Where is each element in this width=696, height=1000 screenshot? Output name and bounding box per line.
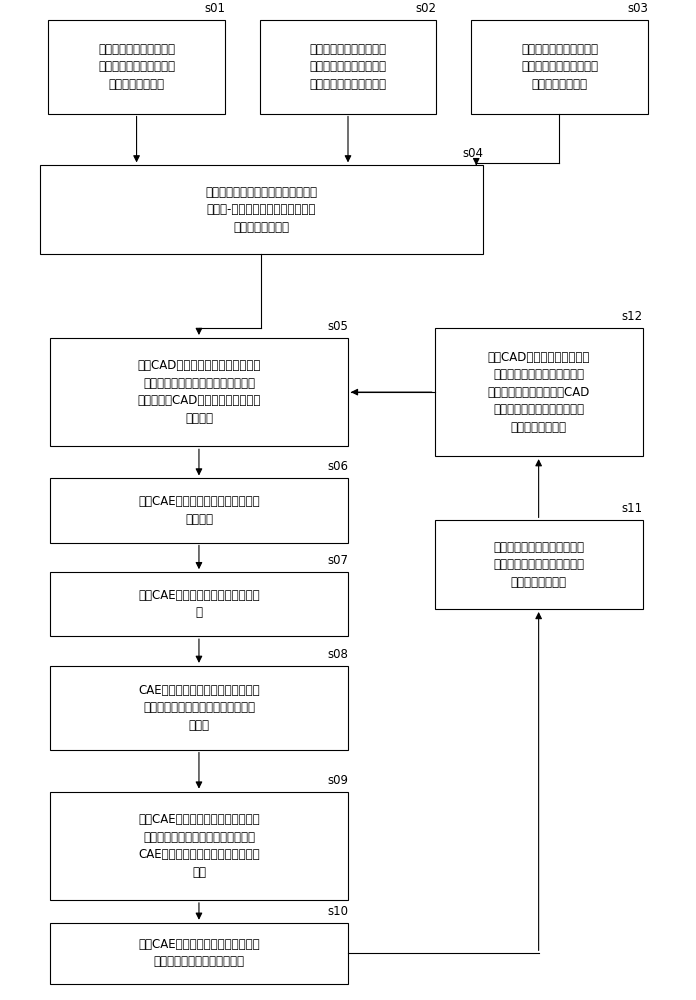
Text: 对现有压力容器的关联参
数或孤立参数进行采集，
形成基础模型第二组数据: 对现有压力容器的关联参 数或孤立参数进行采集， 形成基础模型第二组数据 xyxy=(310,43,386,91)
Text: s08: s08 xyxy=(327,648,348,661)
Bar xyxy=(50,478,348,543)
Bar xyxy=(260,20,436,114)
Bar xyxy=(50,666,348,750)
Text: 利用CAD工具的自动化数据接口导入
完整参数数据中结构尺寸关联的参数
数据，通过CAD工具形成压力容器的
线框模型: 利用CAD工具的自动化数据接口导入 完整参数数据中结构尺寸关联的参数 数据，通过… xyxy=(137,359,260,425)
Bar xyxy=(435,328,642,456)
Bar xyxy=(50,923,348,984)
Text: s06: s06 xyxy=(327,460,348,473)
Bar xyxy=(50,572,348,636)
Text: 对现有压力容器的几何结
构参数进行采集，形成基
础模型第一组数据: 对现有压力容器的几何结 构参数进行采集，形成基 础模型第一组数据 xyxy=(98,43,175,91)
Text: 键值对照表备份相应键值项目
的原有参数值，更新相应键值
项目的原有参数值: 键值对照表备份相应键值项目 的原有参数值，更新相应键值 项目的原有参数值 xyxy=(493,541,584,589)
Bar xyxy=(40,165,483,254)
Text: 对现有压力容器的物理属
性参数进行采集，形成基
础模型第三组数据: 对现有压力容器的物理属 性参数进行采集，形成基 础模型第三组数据 xyxy=(521,43,598,91)
Text: s02: s02 xyxy=(416,2,436,15)
Text: s01: s01 xyxy=(204,2,225,15)
Text: s04: s04 xyxy=(462,147,483,160)
Text: 利用CAE工具的自动化数据接口将优
化结果数据输出至键值对照表: 利用CAE工具的自动化数据接口将优 化结果数据输出至键值对照表 xyxy=(138,938,260,968)
Text: 建立键值对照表，将各组数据填入参
数名称-参数值对照表，形成基础模
型的完整参数数据: 建立键值对照表，将各组数据填入参 数名称-参数值对照表，形成基础模 型的完整参数… xyxy=(205,186,317,234)
Text: s12: s12 xyxy=(622,310,642,323)
Bar xyxy=(471,20,648,114)
Text: 利用CAE工具的自动化数据接口导入
完整参数数据中物理属性参数，通过
CAE工具对基于网格的分析模型施加
载荷: 利用CAE工具的自动化数据接口导入 完整参数数据中物理属性参数，通过 CAE工具… xyxy=(138,813,260,879)
Text: s10: s10 xyxy=(327,905,348,918)
Text: s09: s09 xyxy=(327,774,348,787)
Bar xyxy=(50,792,348,900)
Text: s03: s03 xyxy=(627,2,648,15)
Bar xyxy=(48,20,225,114)
Text: CAE工具根据完整参数数据中结构尺
寸关联的参数数据对实体模型确定网
格划分: CAE工具根据完整参数数据中结构尺 寸关联的参数数据对实体模型确定网 格划分 xyxy=(138,684,260,732)
Text: 通过CAE工具将线框模型形成实体模
型: 通过CAE工具将线框模型形成实体模 型 xyxy=(138,589,260,619)
Text: 利用CAE工具的自动化数据接口导入
线框模型: 利用CAE工具的自动化数据接口导入 线框模型 xyxy=(138,495,260,526)
Bar xyxy=(435,520,642,609)
Text: s05: s05 xyxy=(327,320,348,333)
Text: 利用CAD工具的自动化数据接
口导入完整参数数据中结构尺
寸关联的参数数据，通过CAD
工具的自动化数据接口输出重
构的几何基础模型: 利用CAD工具的自动化数据接 口导入完整参数数据中结构尺 寸关联的参数数据，通过… xyxy=(487,351,590,434)
Text: s11: s11 xyxy=(622,502,642,515)
Text: s07: s07 xyxy=(327,554,348,567)
Bar xyxy=(50,338,348,446)
